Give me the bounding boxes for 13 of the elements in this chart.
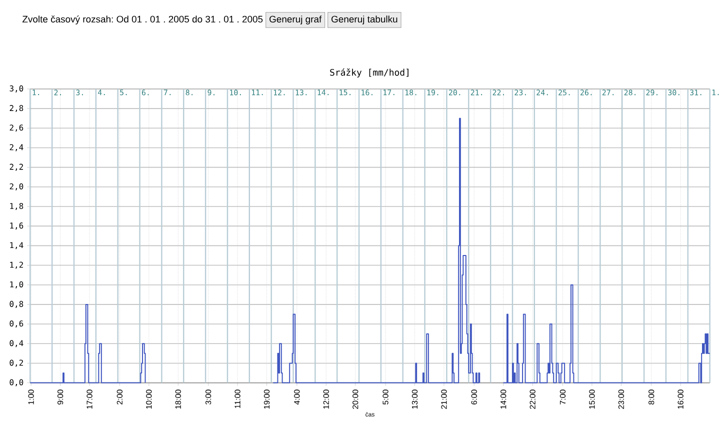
text: 31 <box>206 16 216 23</box>
chart-title: Srážky [mm/hod] <box>330 68 408 78</box>
text: Od <box>116 16 128 23</box>
text: 2005 <box>242 16 263 23</box>
text: . <box>238 22 239 23</box>
text: 01 <box>132 16 142 23</box>
text: Zvolte časový rozsah: <box>22 16 113 25</box>
text: 01 <box>150 16 160 23</box>
text: . <box>219 22 220 23</box>
text: 2005 <box>168 16 190 23</box>
text: do <box>192 16 202 23</box>
text: . <box>164 22 165 23</box>
text: 01 <box>224 16 234 23</box>
